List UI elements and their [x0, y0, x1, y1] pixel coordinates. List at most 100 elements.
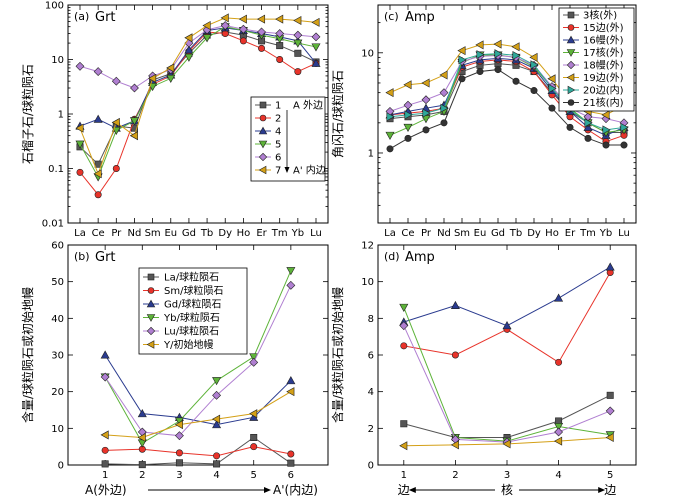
legend-box	[138, 267, 248, 355]
legend-item: 6	[255, 153, 281, 164]
legend-item: 15边(外)	[563, 22, 624, 34]
y-tick-label: 1	[58, 110, 64, 121]
data-point	[211, 414, 221, 424]
x-tick-label: 3	[176, 470, 182, 481]
x-axis-title-mid: 核	[501, 483, 513, 496]
series-group-c	[385, 39, 629, 153]
series-line	[403, 266, 611, 327]
data-point	[421, 95, 431, 105]
legend-label: 15边(外)	[583, 22, 624, 34]
data-point	[385, 88, 394, 98]
data-point	[101, 446, 109, 454]
series-group-d	[399, 262, 615, 451]
x-tick-label: Ce	[92, 228, 105, 239]
data-point	[311, 32, 321, 42]
legend-label: 19边(外)	[583, 72, 624, 84]
data-point	[100, 372, 110, 382]
data-point	[138, 461, 146, 469]
data-point	[602, 141, 610, 149]
legend-marker	[258, 126, 268, 135]
data-point	[213, 460, 221, 468]
panel-label: (d)	[384, 250, 400, 263]
data-point	[476, 50, 485, 60]
legend-marker	[258, 140, 268, 149]
x-tick-label: Ho	[237, 228, 251, 239]
data-point	[440, 103, 449, 113]
y-tick-label: 0	[58, 461, 64, 472]
legend-item: Y/初始地幔	[143, 338, 213, 351]
legend-label: Yb/球粒陨石	[163, 311, 220, 324]
data-point	[602, 125, 611, 135]
x-tick-label: Dy	[527, 228, 541, 239]
data-point	[75, 61, 85, 71]
data-point	[404, 110, 413, 120]
series-line	[403, 394, 611, 438]
data-point	[458, 55, 467, 65]
legend-label: 5	[275, 140, 281, 151]
data-point	[174, 420, 183, 430]
data-point	[547, 74, 556, 84]
data-point	[493, 39, 502, 49]
series-20边(内)	[386, 49, 629, 135]
data-point	[311, 17, 320, 27]
legend-label: 16幔(外)	[583, 34, 624, 47]
legend-label: Y/初始地幔	[163, 338, 213, 351]
data-point	[287, 450, 295, 458]
data-point	[100, 350, 110, 359]
x-tick-label: La	[384, 228, 396, 239]
legend-marker	[566, 35, 576, 44]
data-point	[457, 46, 466, 56]
legend-marker	[566, 49, 576, 57]
legend-label: 17核(外)	[583, 46, 624, 59]
legend-suffix: A 外边	[293, 100, 323, 112]
x-tick-label: Er	[256, 228, 267, 239]
panel-title: Grt	[95, 10, 116, 25]
data-point	[212, 390, 221, 400]
data-point	[548, 104, 556, 112]
y-tick-label: 4	[368, 387, 374, 398]
data-point	[129, 131, 138, 141]
data-point	[566, 123, 574, 131]
data-point	[399, 303, 409, 312]
x-tick-label: 5	[251, 470, 257, 481]
data-point	[404, 134, 412, 142]
data-point	[386, 145, 394, 153]
data-point	[555, 358, 563, 366]
series-La	[400, 391, 614, 441]
data-point	[76, 168, 84, 176]
legend-item: Sm/球粒陨石	[143, 284, 223, 297]
x-tick-label: Ce	[401, 228, 414, 239]
legend-item: Gd/球粒陨石	[143, 298, 221, 311]
x-tick-label: Tb	[200, 228, 213, 239]
legend-marker	[567, 11, 575, 19]
data-point	[286, 376, 296, 385]
data-point	[451, 351, 459, 359]
legend-marker	[567, 85, 576, 95]
x-axis-title-start: 边	[398, 483, 410, 496]
series-Lu	[399, 321, 615, 447]
legend-label: 2	[275, 114, 281, 125]
legend-label: 18幔(外)	[583, 59, 624, 72]
series-Sm/球粒陨石	[101, 443, 295, 460]
panel-title: Amp	[405, 250, 435, 265]
data-point	[112, 165, 120, 173]
data-point	[311, 43, 321, 52]
panel-c: 1 10 La Ce Pr Nd Sm Eu Gd Tb Dy Ho Er Tm Yb Lu (c) Amp 角闪石…	[330, 4, 637, 239]
y-tick-label: 0	[368, 461, 374, 472]
data-point	[422, 108, 431, 118]
series-line	[403, 325, 611, 443]
panel-title: Grt	[95, 250, 116, 265]
data-point	[494, 66, 502, 74]
data-point	[257, 27, 266, 37]
y-axis-title: 角闪石/球粒陨石	[330, 70, 345, 158]
legend-label: Gd/球粒陨石	[164, 298, 221, 311]
series-7 A' 内边	[75, 13, 320, 179]
y-tick-label: 30	[51, 351, 64, 362]
legend-label: 3核(外)	[583, 9, 617, 22]
data-point	[400, 420, 408, 428]
series-line	[105, 391, 292, 439]
legend-marker	[566, 60, 576, 70]
x-axis-title-end: A'(内边)	[273, 483, 318, 496]
y-axis-title: 含量/球粒陨石或初始地幔	[330, 287, 345, 423]
y-axis-title: 含量/球粒陨石或初始地幔	[20, 287, 35, 423]
